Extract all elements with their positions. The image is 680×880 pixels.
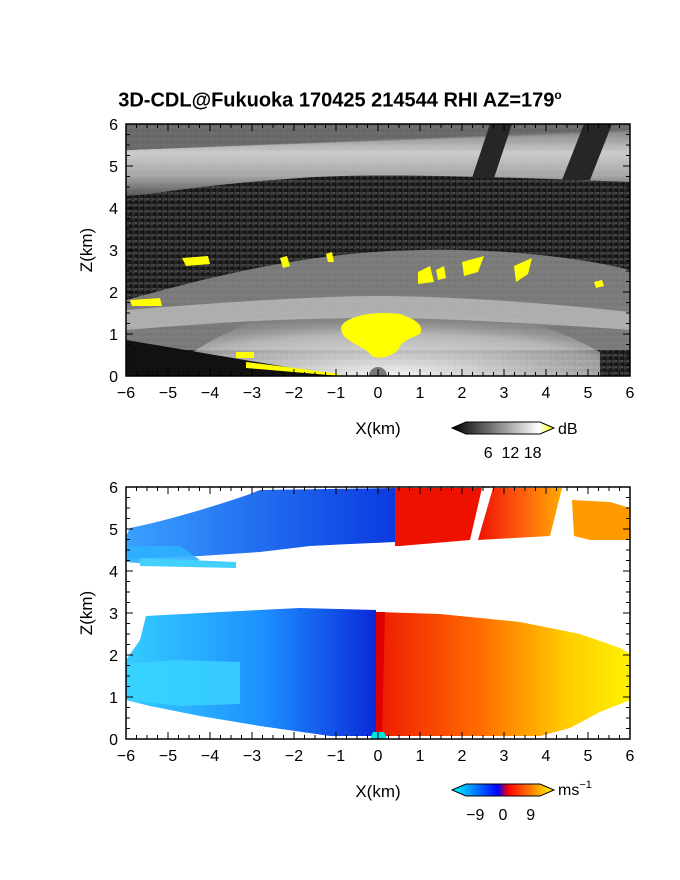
x-tick-label: 1 xyxy=(416,385,425,402)
velocity-colorbar: ms−1 −9 0 9 xyxy=(450,779,592,824)
x-tick-label: −3 xyxy=(243,748,261,765)
x-tick-label: 5 xyxy=(584,385,593,402)
y-tick-label: 5 xyxy=(109,522,118,539)
y-tick-label: 3 xyxy=(109,606,118,623)
y-tick-label: 1 xyxy=(109,690,118,707)
x-tick-label: 6 xyxy=(626,385,635,402)
x-tick-label: −4 xyxy=(201,748,219,765)
x-tick-label: −5 xyxy=(159,748,177,765)
velocity-axes: −6 −5 −4 −3 −2 −1 0 1 2 3 4 5 6 0 1 2 3 4 5 6 X(km) Z(km) xyxy=(77,480,635,801)
x-axis-label: X(km) xyxy=(355,782,400,801)
colorbar-tick-label: 12 xyxy=(502,445,520,462)
colorbar-tick-label: 9 xyxy=(526,807,535,824)
degree-symbol: o xyxy=(554,88,562,102)
x-tick-label: −4 xyxy=(201,385,219,402)
y-tick-label: 4 xyxy=(109,201,118,218)
velocity-field xyxy=(126,487,630,739)
x-tick-label: 1 xyxy=(416,748,425,765)
x-tick-label: 0 xyxy=(374,748,383,765)
x-tick-label: 2 xyxy=(458,748,467,765)
figure-title: 3D-CDL@Fukuoka 170425 214544 RHI AZ=179o xyxy=(118,88,562,112)
x-tick-label: 3 xyxy=(500,748,509,765)
y-tick-label: 2 xyxy=(109,648,118,665)
x-tick-label: 6 xyxy=(626,748,635,765)
x-tick-label: 5 xyxy=(584,748,593,765)
x-tick-label: 0 xyxy=(374,385,383,402)
x-tick-label: 4 xyxy=(542,385,551,402)
y-tick-label: 5 xyxy=(109,159,118,176)
x-tick-label: −6 xyxy=(117,748,135,765)
y-tick-label: 4 xyxy=(109,564,118,581)
colorbar-tick-label: 6 xyxy=(484,445,493,462)
x-tick-label: −1 xyxy=(327,385,345,402)
y-tick-label: 0 xyxy=(109,732,118,749)
x-tick-label: −2 xyxy=(285,385,303,402)
y-tick-label: 2 xyxy=(109,285,118,302)
y-tick-label: 3 xyxy=(109,243,118,260)
high-snr-patches xyxy=(130,252,604,376)
snr-field xyxy=(126,124,630,376)
x-tick-label: −1 xyxy=(327,748,345,765)
x-axis-label: X(km) xyxy=(355,419,400,438)
y-axis-label: Z(km) xyxy=(77,591,96,635)
snr-axes: −6 −5 −4 −3 −2 −1 0 1 2 3 4 5 6 0 1 2 3 4 5 6 X(km) Z(km) xyxy=(77,117,635,438)
x-tick-label: 4 xyxy=(542,748,551,765)
snr-colorbar-unit: dB xyxy=(558,421,578,438)
velocity-panel: −6 −5 −4 −3 −2 −1 0 1 2 3 4 5 6 0 1 2 3 4 5 6 X(km) Z(km) ms−… xyxy=(77,480,635,824)
velocity-colorbar-unit: ms−1 xyxy=(558,779,592,799)
y-axis-label: Z(km) xyxy=(77,228,96,272)
colorbar-tick-label: 0 xyxy=(499,807,508,824)
x-tick-label: −5 xyxy=(159,385,177,402)
y-tick-label: 6 xyxy=(109,117,118,134)
x-tick-label: −2 xyxy=(285,748,303,765)
colorbar-tick-label: 18 xyxy=(524,445,542,462)
x-tick-label: −6 xyxy=(117,385,135,402)
y-tick-label: 0 xyxy=(109,369,118,386)
y-tick-label: 6 xyxy=(109,480,118,497)
snr-colorbar: dB 6 12 18 xyxy=(450,421,578,462)
colorbar-tick-label: −9 xyxy=(466,807,484,824)
x-tick-label: 2 xyxy=(458,385,467,402)
y-tick-label: 1 xyxy=(109,327,118,344)
x-tick-label: 3 xyxy=(500,385,509,402)
x-tick-label: −3 xyxy=(243,385,261,402)
